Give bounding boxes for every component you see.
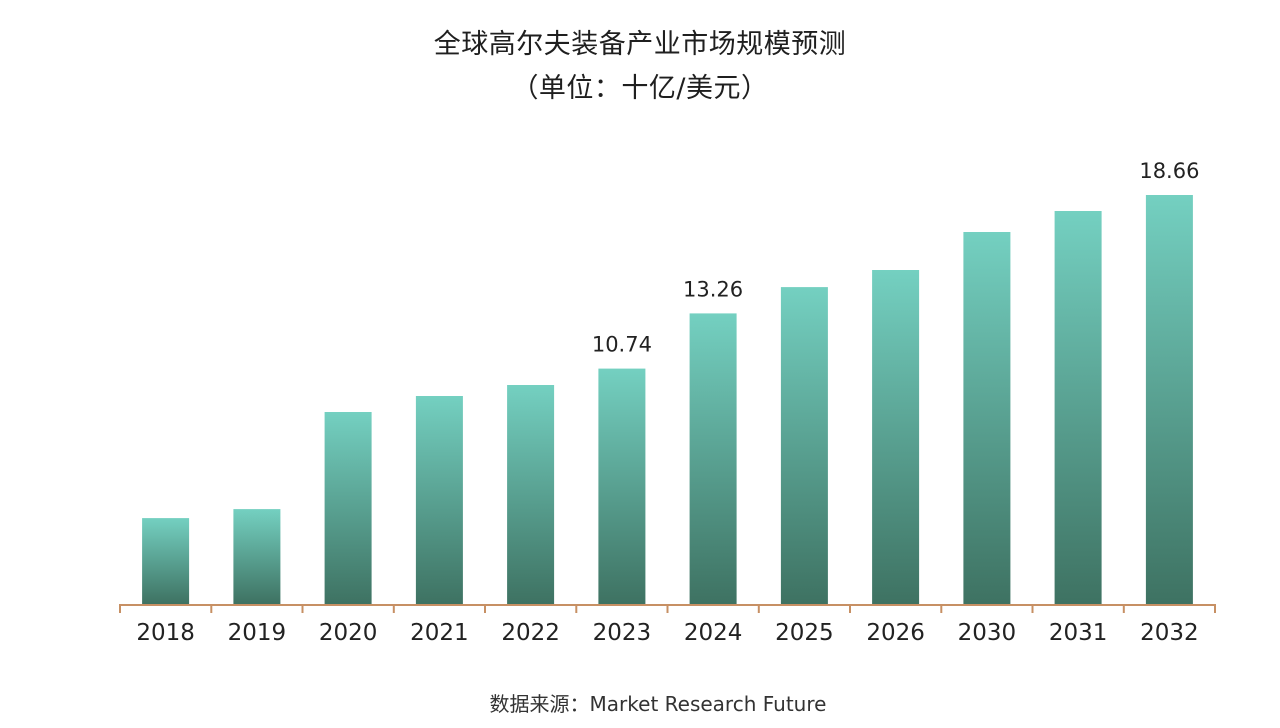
bar-2019 [233, 509, 281, 604]
data-label-2032: 18.66 [1139, 159, 1199, 183]
x-tick-label-2023: 2023 [593, 620, 652, 646]
bar-2024 [689, 313, 737, 604]
x-tick-label-2021: 2021 [410, 620, 469, 646]
x-tick-label-2024: 2024 [684, 620, 743, 646]
x-axis [119, 604, 1216, 613]
x-tick-label-2025: 2025 [775, 620, 834, 646]
x-tick-label-2020: 2020 [319, 620, 378, 646]
x-tick-label-2031: 2031 [1049, 620, 1108, 646]
x-tick-label-2026: 2026 [866, 620, 925, 646]
chart-subtitle: （单位：十亿/美元） [511, 73, 769, 104]
bars-group [142, 195, 1193, 604]
data-labels: 10.74 13.26 18.66 [592, 159, 1200, 357]
data-label-2023: 10.74 [592, 333, 652, 357]
chart-title: 全球高尔夫装备产业市场规模预测 [433, 29, 847, 60]
bar-2018 [142, 518, 190, 604]
bar-2032 [1145, 195, 1193, 604]
x-tick-labels: 2018 2019 2020 2021 2022 2023 2024 2025 2026 2030… [136, 620, 1198, 646]
bar-2031 [1054, 211, 1102, 604]
bar-2025 [780, 287, 828, 604]
x-tick-label-2018: 2018 [136, 620, 195, 646]
bar-2030 [963, 232, 1011, 604]
bar-2020 [324, 412, 372, 604]
data-label-2024: 13.26 [683, 277, 743, 301]
bar-2026 [872, 270, 920, 604]
x-tick-label-2032: 2032 [1140, 620, 1199, 646]
x-tick-label-2022: 2022 [501, 620, 560, 646]
x-tick-label-2019: 2019 [228, 620, 287, 646]
bar-2021 [415, 396, 463, 604]
x-tick-label-2030: 2030 [958, 620, 1017, 646]
bar-2022 [507, 385, 555, 604]
bar-2023 [598, 368, 646, 604]
data-source: 数据来源：Market Research Future [489, 692, 827, 716]
